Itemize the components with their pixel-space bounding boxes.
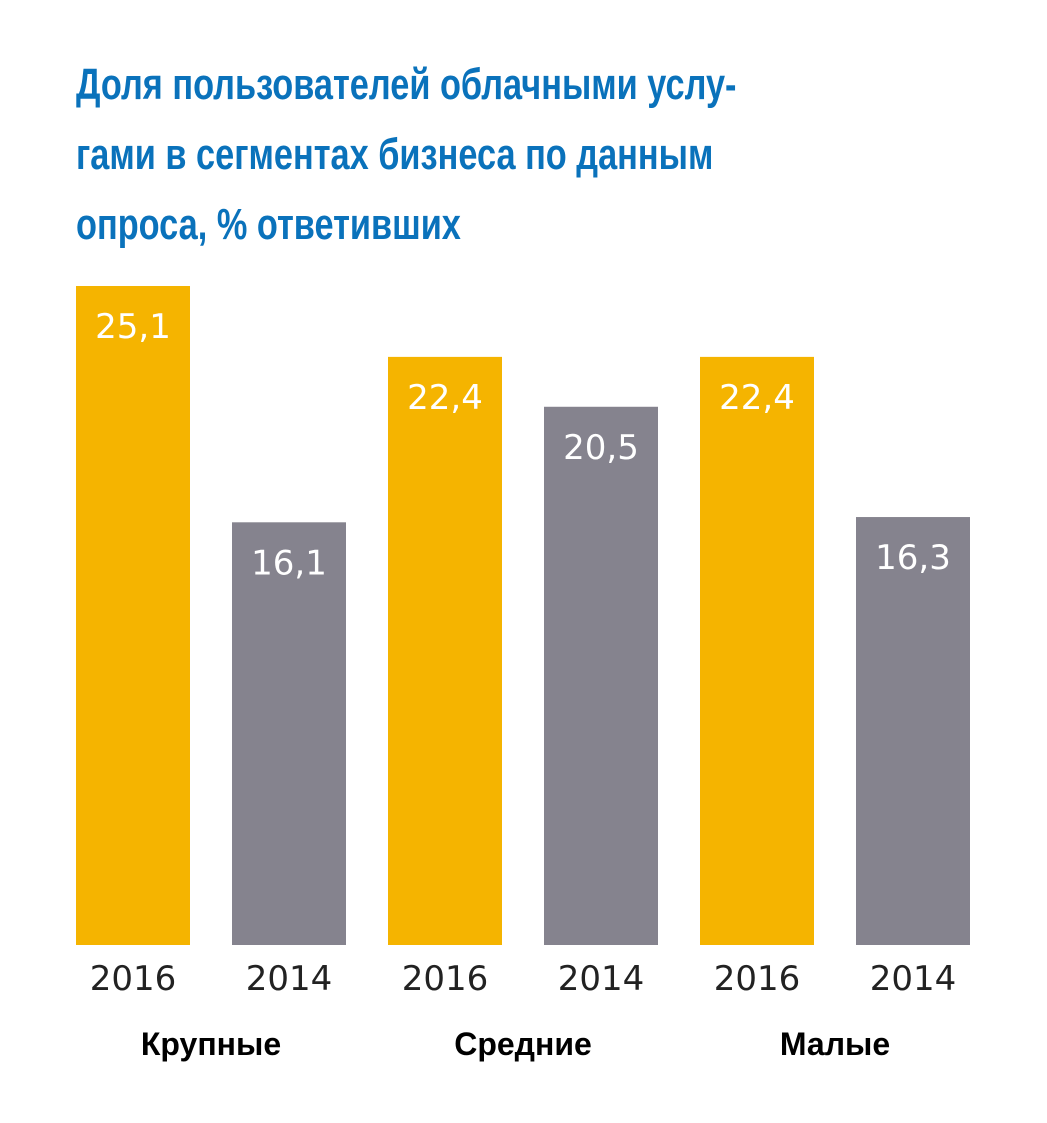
chart-title-line: опроса, % ответивших	[76, 200, 461, 249]
data-label: 20,5	[563, 428, 639, 468]
chart-title-line: гами в сегментах бизнеса по данным	[76, 130, 714, 179]
x-tick-label: 2014	[870, 959, 957, 999]
chart-title-line: Доля пользователей облачными услу-	[76, 60, 737, 109]
bar-Малые-2014	[856, 517, 970, 945]
data-label: 16,3	[875, 538, 951, 578]
group-label: Средние	[454, 1026, 592, 1062]
chart-title: Доля пользователей облачными услу- гами …	[76, 50, 923, 260]
bar-Средние-2014	[544, 406, 658, 945]
bar-Малые-2016	[700, 356, 814, 946]
bar-Крупные-2014	[232, 522, 346, 945]
data-label: 25,1	[95, 307, 171, 347]
x-tick-label: 2016	[90, 959, 177, 999]
x-tick-label: 2014	[246, 959, 333, 999]
bar-Средние-2016	[388, 356, 502, 946]
group-label: Малые	[780, 1026, 890, 1062]
x-tick-label: 2016	[714, 959, 801, 999]
bar-Крупные-2016	[76, 286, 190, 945]
data-label: 22,4	[719, 378, 795, 418]
data-label: 22,4	[407, 378, 483, 418]
x-tick-label: 2014	[558, 959, 645, 999]
group-label: Крупные	[141, 1026, 281, 1062]
x-tick-label: 2016	[402, 959, 489, 999]
data-label: 16,1	[251, 543, 327, 583]
